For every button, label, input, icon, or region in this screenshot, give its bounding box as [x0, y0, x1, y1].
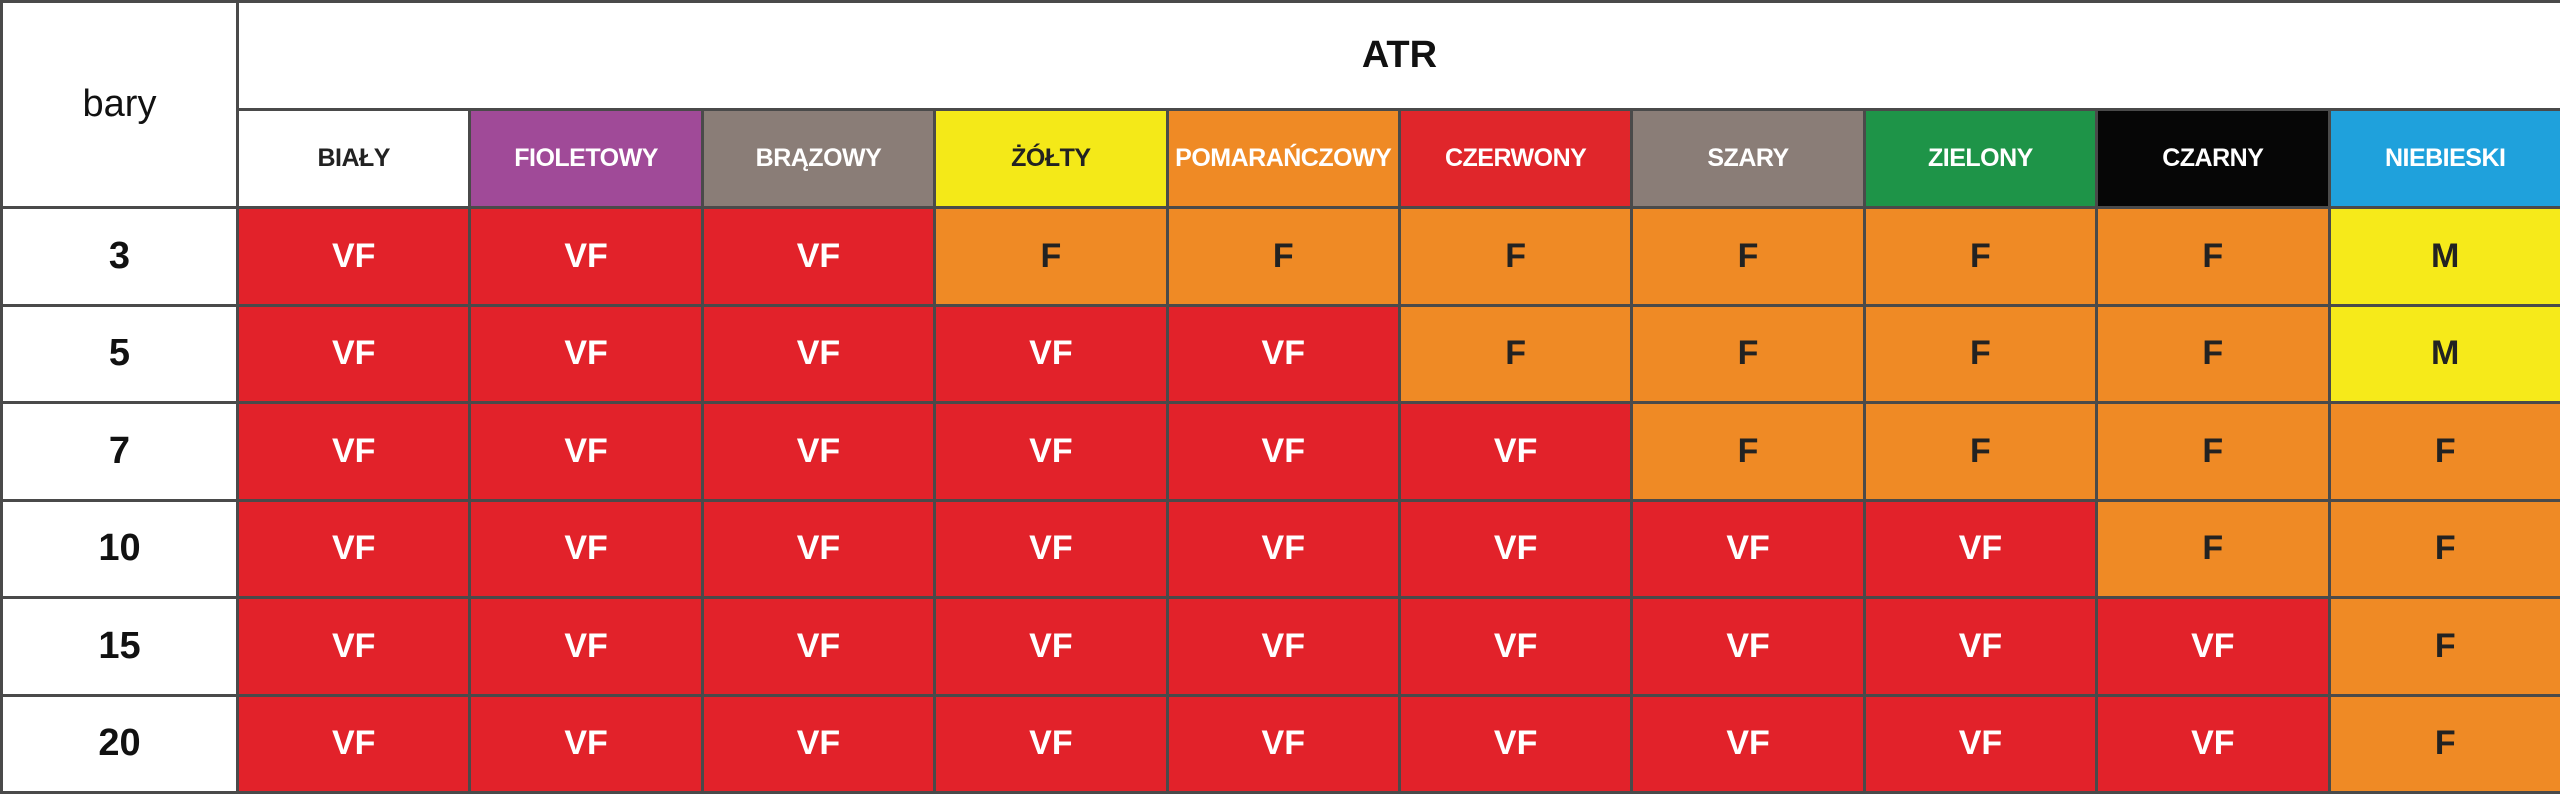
table-cell: VF	[935, 500, 1167, 598]
table-cell: VF	[1399, 500, 1631, 598]
table-cell: VF	[1632, 695, 1864, 793]
table-cell: VF	[1167, 598, 1399, 696]
column-header-4: ŻÓŁTY	[935, 110, 1167, 208]
table-cell: F	[2097, 500, 2329, 598]
table-cell: VF	[702, 208, 934, 306]
table-cell: VF	[238, 598, 470, 696]
table-cell: F	[1632, 208, 1864, 306]
column-header-5: POMARAŃCZOWY	[1167, 110, 1399, 208]
row-label-bary: 15	[2, 598, 238, 696]
column-header-3: BRĄZOWY	[702, 110, 934, 208]
column-header-2: FIOLETOWY	[470, 110, 702, 208]
atr-group-header: ATR	[238, 2, 2560, 110]
table-cell: VF	[470, 695, 702, 793]
row-label-bary: 20	[2, 695, 238, 793]
table-cell: VF	[2097, 695, 2329, 793]
table-cell: F	[1864, 208, 2096, 306]
table-cell: VF	[935, 695, 1167, 793]
table-cell: F	[1632, 305, 1864, 403]
column-header-6: CZERWONY	[1399, 110, 1631, 208]
table-cell: VF	[1167, 695, 1399, 793]
table-cell: F	[1167, 208, 1399, 306]
table-cell: M	[2329, 208, 2560, 306]
table-cell: VF	[1399, 403, 1631, 501]
table-cell: VF	[238, 695, 470, 793]
row-label-bary: 5	[2, 305, 238, 403]
table-cell: VF	[470, 500, 702, 598]
table-cell: VF	[702, 695, 934, 793]
table-cell: VF	[702, 305, 934, 403]
table-cell: F	[2329, 598, 2560, 696]
table-cell: F	[1632, 403, 1864, 501]
table-cell: VF	[1167, 403, 1399, 501]
column-header-9: CZARNY	[2097, 110, 2329, 208]
table-cell: VF	[238, 500, 470, 598]
table-cell: VF	[1167, 305, 1399, 403]
table-cell: VF	[470, 305, 702, 403]
table-cell: F	[1399, 305, 1631, 403]
table-cell: F	[2097, 403, 2329, 501]
table-cell: VF	[702, 598, 934, 696]
table-cell: VF	[1864, 598, 2096, 696]
table-cell: VF	[238, 305, 470, 403]
table-cell: VF	[935, 305, 1167, 403]
row-label-bary: 7	[2, 403, 238, 501]
table-cell: VF	[470, 598, 702, 696]
table-cell: F	[2097, 305, 2329, 403]
table-cell: VF	[238, 208, 470, 306]
table-cell: F	[2329, 500, 2560, 598]
table-cell: VF	[470, 208, 702, 306]
table-cell: F	[1864, 403, 2096, 501]
table-cell: VF	[1864, 500, 2096, 598]
table-cell: VF	[1864, 695, 2096, 793]
column-header-7: SZARY	[1632, 110, 1864, 208]
table-cell: VF	[935, 403, 1167, 501]
table-cell: VF	[238, 403, 470, 501]
column-header-1: BIAŁY	[238, 110, 470, 208]
table-cell: F	[2329, 403, 2560, 501]
table-cell: VF	[1399, 695, 1631, 793]
corner-header-bary: bary	[2, 2, 238, 208]
row-label-bary: 3	[2, 208, 238, 306]
table-cell: F	[2097, 208, 2329, 306]
table-cell: VF	[2097, 598, 2329, 696]
table-cell: F	[935, 208, 1167, 306]
table-cell: VF	[1167, 500, 1399, 598]
table-cell: VF	[702, 500, 934, 598]
table-cell: VF	[470, 403, 702, 501]
table-cell: F	[1864, 305, 2096, 403]
table-cell: F	[2329, 695, 2560, 793]
column-header-10: NIEBIESKI	[2329, 110, 2560, 208]
table-cell: VF	[702, 403, 934, 501]
table-cell: M	[2329, 305, 2560, 403]
column-header-8: ZIELONY	[1864, 110, 2096, 208]
row-label-bary: 10	[2, 500, 238, 598]
table-cell: VF	[1399, 598, 1631, 696]
table-cell: VF	[935, 598, 1167, 696]
table-cell: F	[1399, 208, 1631, 306]
table-cell: VF	[1632, 500, 1864, 598]
table-cell: VF	[1632, 598, 1864, 696]
